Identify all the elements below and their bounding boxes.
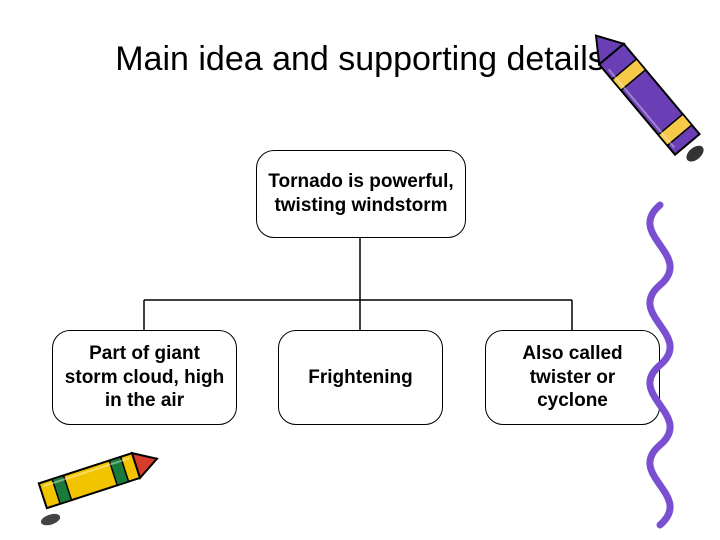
- detail-node-2: Frightening: [278, 330, 443, 425]
- main-idea-text: Tornado is powerful, twisting windstorm: [267, 170, 455, 218]
- connector-lines: [0, 0, 720, 540]
- detail-node-3: Also called twister or cyclone: [485, 330, 660, 425]
- detail-3-text: Also called twister or cyclone: [496, 342, 649, 413]
- detail-1-text: Part of giant storm cloud, high in the a…: [63, 342, 226, 413]
- detail-node-1: Part of giant storm cloud, high in the a…: [52, 330, 237, 425]
- detail-2-text: Frightening: [308, 366, 412, 390]
- page-title: Main idea and supporting details: [0, 40, 720, 79]
- purple-crayon-decoration: [560, 10, 720, 190]
- main-idea-node: Tornado is powerful, twisting windstorm: [256, 150, 466, 238]
- yellow-crayon-decoration: [10, 425, 160, 535]
